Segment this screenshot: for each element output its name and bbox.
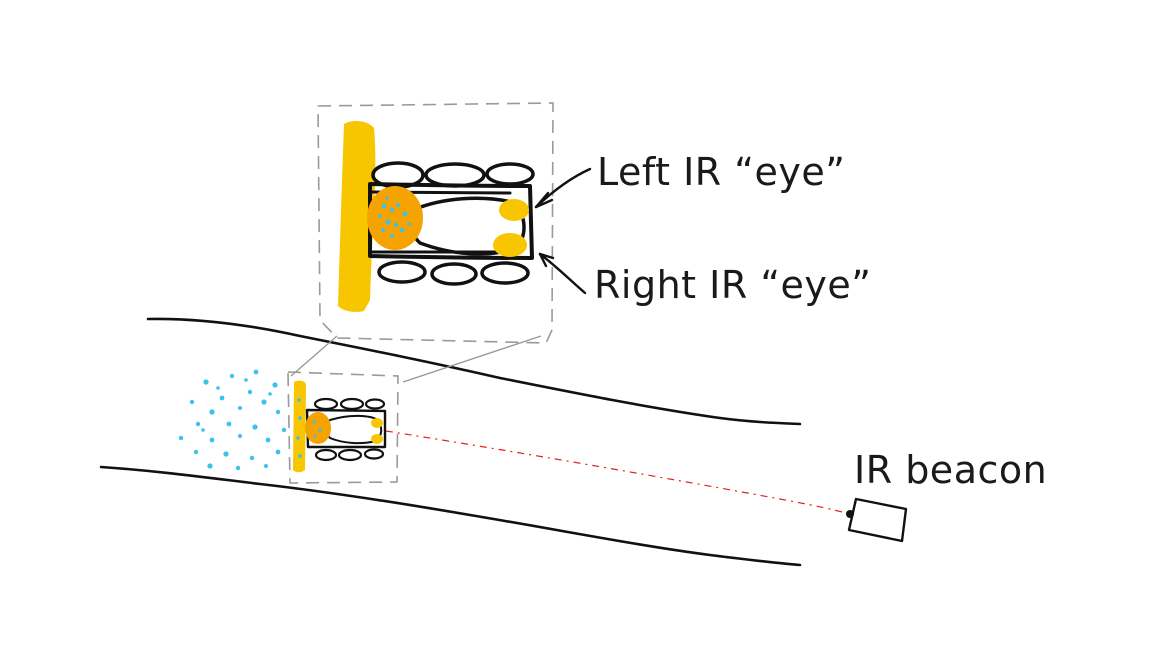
wheel [430,262,478,286]
spray-trail [178,369,287,471]
robot-small-bumper [293,380,306,473]
robot-detail [317,102,592,344]
wheel [485,162,535,186]
robot-detail-dome-dots [378,196,411,238]
corridor-upper-wall [146,317,802,426]
right-eye-arrow [538,252,587,295]
robot-small-left-eye [371,418,383,428]
robot-detail-bottom-wheels [377,260,530,286]
robot-small [178,369,399,484]
robot-small-dome [305,412,331,444]
left-eye-label: Left IR “eye” [597,150,845,194]
ir-beacon [846,497,908,543]
zoom-leader-left [290,335,338,377]
robot-detail-chassis [368,182,534,260]
ir-ray [385,430,847,514]
robot-detail-dome [367,186,423,250]
wheel [377,260,427,284]
robot-detail-left-eye [499,199,529,221]
corridor [99,317,802,567]
robot-small-dome-dots [312,420,322,438]
right-eye-label: Right IR “eye” [594,263,871,307]
beacon-emitter [846,510,854,518]
wheel [424,162,486,188]
wheel [480,261,530,285]
robot-detail-right-eye [493,233,527,257]
robot-small-right-eye [371,434,383,444]
robot-small-wheels [313,397,386,462]
robot-detail-bumper [338,120,376,312]
zoom-leaders [290,335,542,383]
left-eye-arrow [534,167,592,209]
beacon-body [847,497,908,543]
robot-detail-frame [317,102,554,344]
zoom-leader-right [402,335,542,383]
beacon-label: IR beacon [854,448,1047,492]
corridor-lower-wall [99,465,802,567]
robot-small-bumper-dots [296,398,302,458]
robot-small-frame [287,371,399,484]
